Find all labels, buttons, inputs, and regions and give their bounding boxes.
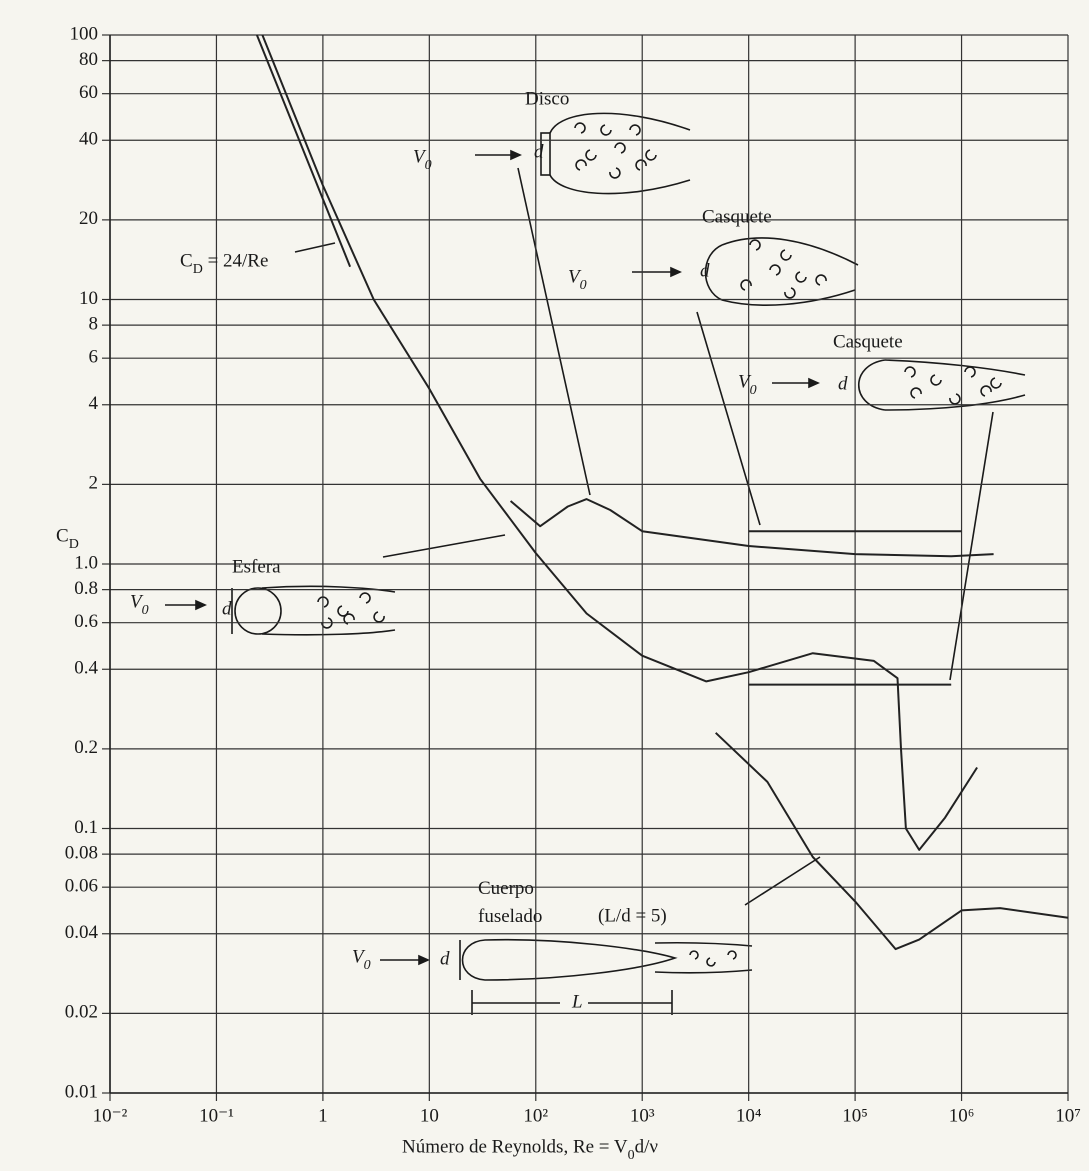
annotation: L xyxy=(571,991,583,1012)
y-tick-label: 0.08 xyxy=(65,842,98,863)
y-tick-label: 1.0 xyxy=(74,552,98,573)
y-tick-label: 40 xyxy=(79,129,98,150)
series-label: Disco xyxy=(525,88,569,109)
x-tick-label: 10⁻² xyxy=(93,1105,128,1126)
y-tick-label: 0.2 xyxy=(74,737,98,758)
annotation: (L/d = 5) xyxy=(598,905,667,926)
y-tick-label: 8 xyxy=(89,313,99,334)
x-tick-label: 10⁻¹ xyxy=(199,1105,234,1126)
x-tick-label: 10⁶ xyxy=(949,1105,975,1126)
y-tick-label: 0.04 xyxy=(65,922,99,943)
annotation: d xyxy=(222,598,232,619)
y-tick-label: 80 xyxy=(79,49,98,70)
x-tick-label: 1 xyxy=(318,1105,328,1126)
series-label: Casquete xyxy=(702,206,772,227)
annotation: d xyxy=(700,260,710,281)
y-tick-label: 4 xyxy=(89,393,99,414)
y-tick-label: 0.1 xyxy=(74,817,98,838)
y-tick-label: 0.4 xyxy=(74,658,98,679)
series-label: Esfera xyxy=(232,556,281,577)
annotation: d xyxy=(838,373,848,394)
x-tick-label: 10 xyxy=(420,1105,439,1126)
x-tick-label: 10⁵ xyxy=(842,1105,868,1126)
y-tick-label: 0.01 xyxy=(65,1081,98,1102)
y-tick-label: 0.06 xyxy=(65,876,98,897)
annotation: d xyxy=(440,948,450,969)
x-tick-label: 10⁴ xyxy=(736,1105,762,1126)
x-tick-label: 10⁷ xyxy=(1055,1105,1081,1126)
chart: CD Número de Reynolds, Re = V0d/ν xyxy=(0,0,1089,1171)
x-tick-label: 10³ xyxy=(630,1105,655,1126)
y-tick-label: 6 xyxy=(89,347,99,368)
y-tick-label: 20 xyxy=(79,208,98,229)
series-label: Casquete xyxy=(833,331,903,352)
x-tick-label: 10² xyxy=(523,1105,548,1126)
y-tick-label: 10 xyxy=(79,288,98,309)
y-tick-label: 0.6 xyxy=(74,611,98,632)
y-tick-label: 100 xyxy=(70,23,99,44)
y-tick-label: 60 xyxy=(79,82,98,103)
y-tick-label: 0.02 xyxy=(65,1002,98,1023)
y-tick-label: 2 xyxy=(89,473,99,494)
y-tick-label: 0.8 xyxy=(74,578,98,599)
annotation: d xyxy=(534,141,544,162)
